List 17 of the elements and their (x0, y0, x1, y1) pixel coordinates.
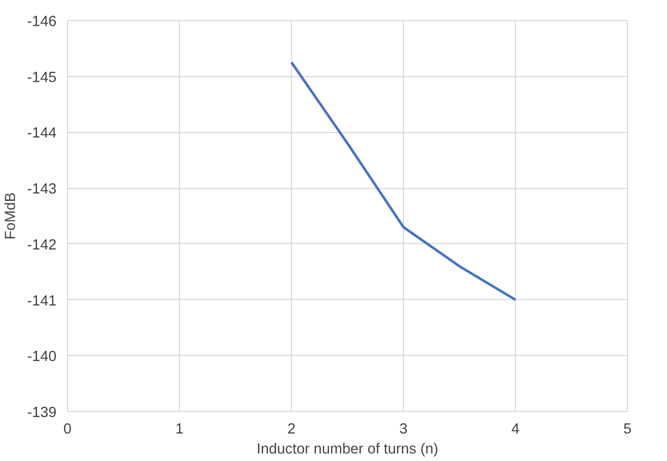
x-tick-label: 4 (511, 422, 520, 438)
y-tick-label: -139 (27, 405, 57, 421)
x-tick-label: 0 (63, 422, 72, 438)
y-tick-label: -141 (27, 293, 57, 310)
y-tick-label: -144 (27, 126, 57, 142)
y-tick-label: -142 (27, 237, 57, 254)
x-tick-label: 2 (287, 422, 296, 438)
x-tick-label: 1 (175, 422, 184, 438)
x-tick-label: 3 (399, 422, 408, 438)
y-tick-label: -143 (27, 182, 57, 198)
line-series (290, 61, 517, 302)
y-tick-label: -145 (27, 70, 57, 86)
x-axis-title: Inductor number of turns (n) (256, 442, 438, 458)
y-tick-label: -140 (27, 349, 57, 366)
x-tick-label: 5 (623, 422, 632, 438)
y-tick-label: -146 (27, 14, 57, 30)
y-axis-title: FoMdB (3, 192, 20, 240)
